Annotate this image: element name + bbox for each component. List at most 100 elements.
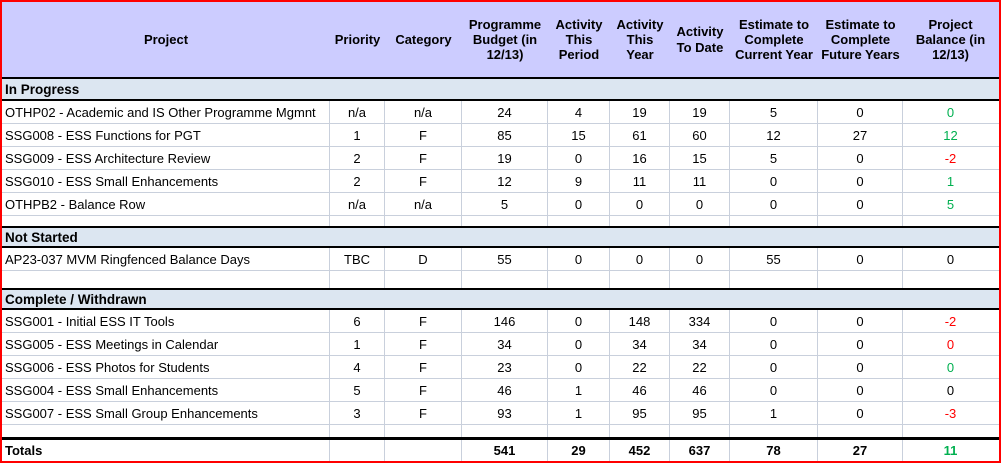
cell-est_current	[730, 271, 818, 288]
cell-project: SSG001 - Initial ESS IT Tools	[2, 310, 330, 332]
cell-project: SSG009 - ESS Architecture Review	[2, 147, 330, 169]
cell-act_period: 0	[548, 333, 610, 355]
cell-budget: 19	[462, 147, 548, 169]
cell-act_period: 4	[548, 101, 610, 123]
cell-priority	[330, 425, 385, 437]
column-header-act_year: Activity This Year	[616, 16, 664, 63]
header-row: Project Priority Category Programme Budget …	[2, 2, 999, 79]
column-header-project: Project	[143, 31, 189, 47]
cell-est_future	[818, 425, 903, 437]
cell-project: SSG007 - ESS Small Group Enhancements	[2, 402, 330, 424]
cell-project	[2, 271, 330, 288]
cell-budget: 12	[462, 170, 548, 192]
table-row: SSG009 - ESS Architecture Review 2 F 19 0 16 1…	[2, 147, 999, 170]
table-row: SSG006 - ESS Photos for Students 4 F 23 0 22 2…	[2, 356, 999, 379]
cell-priority: TBC	[330, 248, 385, 270]
column-header-category: Category	[395, 31, 452, 47]
cell-project: AP23-037 MVM Ringfenced Balance Days	[2, 248, 330, 270]
cell-category: F	[385, 310, 462, 332]
cell-act_to_date: 334	[670, 310, 730, 332]
cell-balance: 11	[943, 443, 958, 458]
cell-act_to_date: 15	[670, 147, 730, 169]
cell-act_to_date: 0	[670, 248, 730, 270]
cell-priority: 1	[330, 333, 385, 355]
table-row: OTHP02 - Academic and IS Other Programme…	[2, 101, 999, 124]
cell-act_to_date	[670, 271, 730, 288]
column-header-est_current: Estimate to Complete Current Year	[735, 16, 813, 63]
cell-est_future: 0	[818, 310, 903, 332]
column-header-act_period: Activity This Period	[555, 16, 603, 63]
cell-act_year: 16	[610, 147, 670, 169]
cell-est_future: 27	[818, 440, 903, 461]
column-header-priority: Priority	[334, 31, 381, 47]
cell-est_current: 0	[730, 333, 818, 355]
cell-act_period: 0	[548, 193, 610, 215]
cell-budget: 46	[462, 379, 548, 401]
cell-priority: 2	[330, 147, 385, 169]
cell-act_period	[548, 216, 610, 226]
cell-category: F	[385, 379, 462, 401]
cell-act_year	[610, 425, 670, 437]
cell-project: SSG006 - ESS Photos for Students	[2, 356, 330, 378]
cell-act_year: 11	[610, 170, 670, 192]
cell-act_to_date: 637	[670, 440, 730, 461]
cell-act_period: 15	[548, 124, 610, 146]
cell-act_period: 0	[548, 356, 610, 378]
cell-category	[385, 271, 462, 288]
cell-priority: 1	[330, 124, 385, 146]
cell-act_year: 34	[610, 333, 670, 355]
column-header-est_future: Estimate to Complete Future Years	[821, 16, 900, 63]
table-row: AP23-037 MVM Ringfenced Balance Days TBC D…	[2, 248, 999, 271]
cell-balance: 0	[946, 382, 955, 398]
cell-project: OTHP02 - Academic and IS Other Programme…	[2, 101, 330, 123]
cell-category: n/a	[385, 101, 462, 123]
cell-budget: 23	[462, 356, 548, 378]
cell-budget	[462, 216, 548, 226]
cell-project: OTHPB2 - Balance Row	[2, 193, 330, 215]
cell-balance: 0	[946, 251, 955, 267]
cell-est_current: 0	[730, 379, 818, 401]
cell-priority	[330, 440, 385, 461]
cell-act_year: 61	[610, 124, 670, 146]
cell-balance	[903, 216, 998, 226]
cell-balance	[903, 271, 998, 288]
cell-est_current: 0	[730, 310, 818, 332]
cell-category: n/a	[385, 193, 462, 215]
cell-category: D	[385, 248, 462, 270]
section-header-not-started: Not Started	[2, 226, 999, 248]
cell-est_current: 0	[730, 356, 818, 378]
cell-budget: 55	[462, 248, 548, 270]
cell-est_future: 0	[818, 402, 903, 424]
column-header-act_to_date: Activity To Date	[676, 24, 724, 55]
cell-balance: 0	[946, 104, 955, 120]
table-row: SSG010 - ESS Small Enhancements 2 F 12 9 11 11…	[2, 170, 999, 193]
cell-act_year: 95	[610, 402, 670, 424]
cell-est_future	[818, 271, 903, 288]
cell-est_current: 5	[730, 101, 818, 123]
cell-project: SSG004 - ESS Small Enhancements	[2, 379, 330, 401]
empty-row	[2, 425, 999, 437]
cell-act_year: 19	[610, 101, 670, 123]
cell-budget: 541	[462, 440, 548, 461]
cell-balance: 12	[943, 127, 958, 143]
cell-act_to_date: 95	[670, 402, 730, 424]
cell-act_year: 0	[610, 193, 670, 215]
sheet-body: In Progress OTHP02 - Academic and IS Othe…	[2, 79, 999, 461]
cell-act_period: 0	[548, 310, 610, 332]
cell-act_to_date: 0	[670, 193, 730, 215]
cell-category	[385, 216, 462, 226]
cell-act_period: 9	[548, 170, 610, 192]
column-header-balance: Project Balance (in 12/13)	[915, 16, 986, 63]
cell-est_current: 1	[730, 402, 818, 424]
cell-act_to_date	[670, 216, 730, 226]
cell-budget: 93	[462, 402, 548, 424]
cell-balance: -3	[944, 405, 957, 421]
cell-est_current: 0	[730, 170, 818, 192]
cell-act_to_date: 19	[670, 101, 730, 123]
cell-est_current: 78	[730, 440, 818, 461]
cell-act_to_date: 60	[670, 124, 730, 146]
table-row: OTHPB2 - Balance Row n/a n/a 5 0 0 0 0 0 5	[2, 193, 999, 216]
cell-est_future: 0	[818, 333, 903, 355]
cell-priority: 6	[330, 310, 385, 332]
cell-budget: 5	[462, 193, 548, 215]
